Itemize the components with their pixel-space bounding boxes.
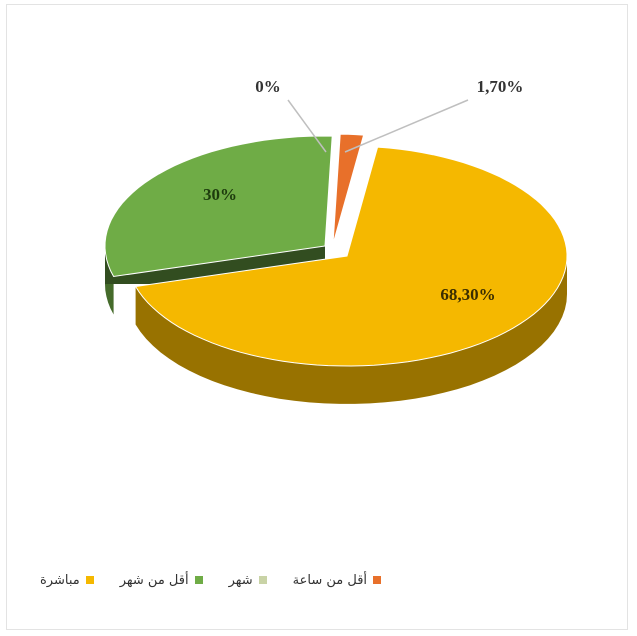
data-label: 1,70% — [477, 77, 524, 96]
legend-item: أقل من شهر — [120, 573, 203, 588]
legend-swatch — [258, 576, 267, 584]
pie-slice-side — [135, 256, 567, 404]
legend-item: شهر — [229, 573, 267, 588]
legend-label: أقل من ساعة — [292, 572, 368, 588]
pie-slice-0 — [134, 146, 568, 367]
data-label: 30% — [203, 185, 237, 204]
leader-line — [344, 99, 469, 153]
data-label: 0% — [255, 77, 281, 96]
pie-slice-3 — [332, 133, 365, 245]
legend-label: مباشرة — [40, 572, 80, 588]
legend-swatch — [194, 576, 203, 584]
data-label: 68,30% — [440, 285, 495, 304]
legend-item: أقل من ساعة — [292, 572, 382, 588]
chart-legend: مباشرة أقل من شهر شهر أقل من ساعة — [40, 565, 580, 595]
legend-item: مباشرة — [40, 573, 94, 588]
leader-line — [287, 99, 327, 153]
legend-swatch — [85, 576, 94, 584]
legend-label: شهر — [228, 572, 253, 588]
legend-swatch — [373, 576, 382, 584]
legend-label: أقل من شهر — [119, 572, 189, 588]
pie-slice-1 — [104, 135, 333, 278]
